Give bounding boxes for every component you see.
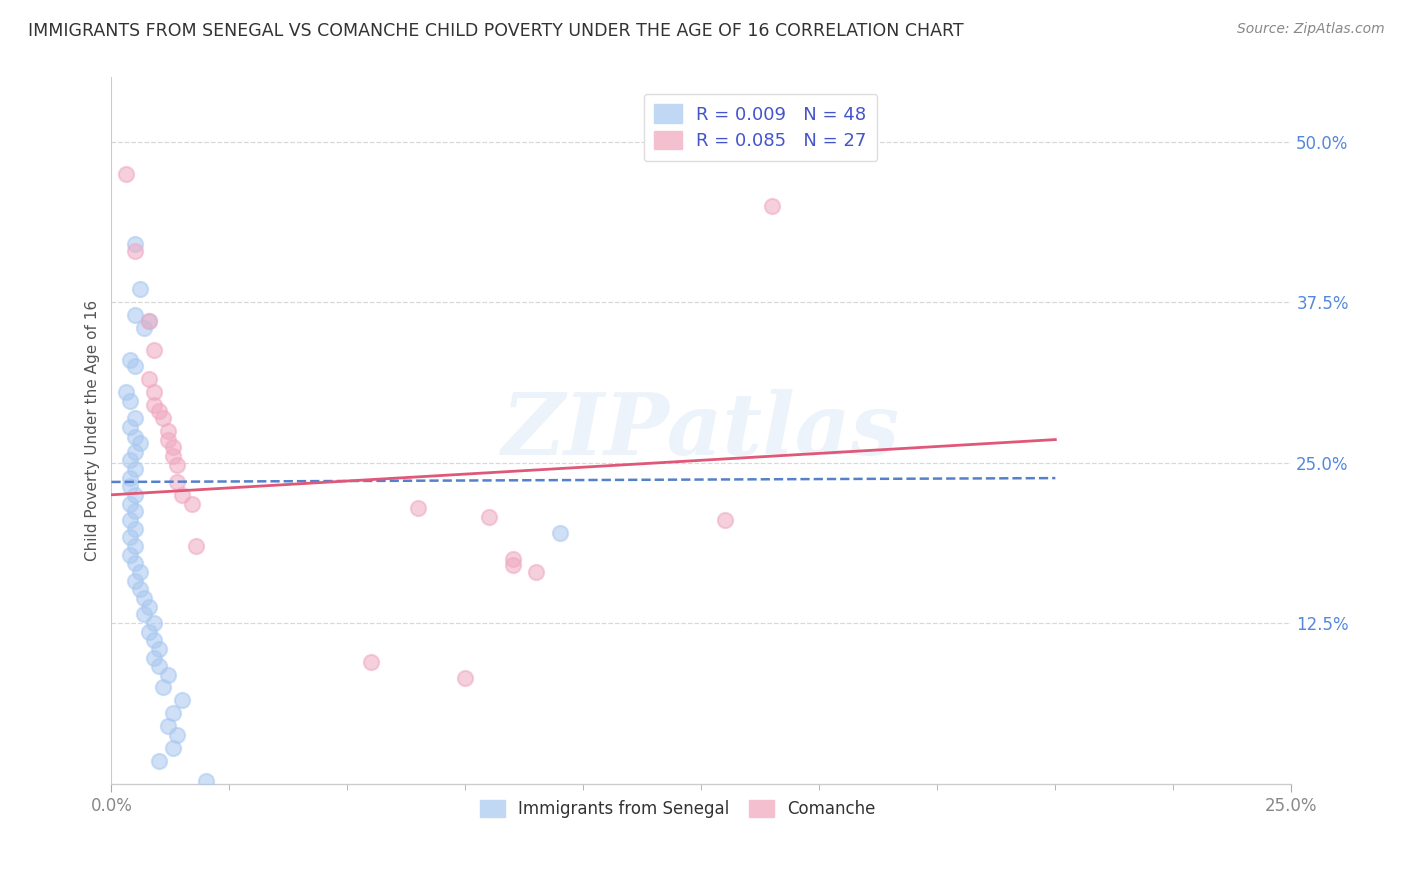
Point (162, 706, 184, 720)
Point (124, 539, 146, 553)
Point (157, 424, 180, 438)
Point (360, 655, 382, 669)
Point (148, 641, 170, 656)
Point (120, 471, 142, 485)
Point (138, 372, 160, 386)
Point (524, 565, 547, 579)
Point (162, 740, 184, 755)
Point (120, 419, 142, 434)
Point (124, 574, 146, 588)
Point (124, 445, 146, 459)
Point (138, 625, 160, 640)
Point (142, 651, 165, 665)
Point (180, 497, 202, 511)
Point (124, 237, 146, 252)
Legend: Immigrants from Senegal, Comanche: Immigrants from Senegal, Comanche (472, 793, 883, 825)
Text: ZIPatlas: ZIPatlas (502, 389, 900, 473)
Point (761, 199, 783, 213)
Point (134, 321, 156, 335)
Point (142, 385, 165, 400)
Point (166, 458, 188, 473)
Point (172, 488, 194, 502)
Point (138, 314, 160, 328)
Point (454, 672, 477, 686)
Point (128, 565, 150, 579)
Point (128, 282, 150, 296)
Point (148, 754, 170, 768)
Point (124, 504, 146, 518)
Point (148, 658, 170, 673)
Point (186, 539, 208, 553)
Point (124, 308, 146, 322)
Point (134, 607, 156, 622)
Point (124, 556, 146, 570)
Text: Source: ZipAtlas.com: Source: ZipAtlas.com (1237, 22, 1385, 37)
Text: IMMIGRANTS FROM SENEGAL VS COMANCHE CHILD POVERTY UNDER THE AGE OF 16 CORRELATIO: IMMIGRANTS FROM SENEGAL VS COMANCHE CHIL… (28, 22, 963, 40)
Point (120, 530, 142, 544)
Point (406, 500, 429, 515)
Point (502, 552, 524, 566)
Point (152, 681, 174, 695)
Point (194, 774, 217, 789)
Point (124, 462, 146, 476)
Point (114, 167, 136, 181)
Point (120, 548, 142, 562)
Point (124, 488, 146, 502)
Point (142, 632, 165, 647)
Point (142, 398, 165, 412)
Point (166, 728, 188, 742)
Point (138, 314, 160, 328)
Point (120, 353, 142, 368)
Point (148, 404, 170, 418)
Point (124, 359, 146, 374)
Point (478, 509, 501, 524)
Point (548, 526, 571, 541)
Point (172, 693, 194, 707)
Point (128, 436, 150, 450)
Point (157, 433, 180, 447)
Point (714, 513, 737, 527)
Point (124, 523, 146, 537)
Point (114, 385, 136, 400)
Point (124, 410, 146, 425)
Point (142, 343, 165, 357)
Y-axis label: Child Poverty Under the Age of 16: Child Poverty Under the Age of 16 (86, 300, 100, 561)
Point (124, 244, 146, 258)
Point (162, 450, 184, 464)
Point (502, 558, 524, 573)
Point (120, 394, 142, 409)
Point (157, 667, 180, 681)
Point (120, 497, 142, 511)
Point (157, 719, 180, 733)
Point (124, 430, 146, 444)
Point (128, 582, 150, 596)
Point (142, 616, 165, 631)
Point (120, 479, 142, 493)
Point (138, 599, 160, 614)
Point (120, 513, 142, 527)
Point (162, 440, 184, 454)
Point (134, 591, 156, 605)
Point (166, 475, 188, 489)
Point (120, 453, 142, 467)
Point (152, 410, 174, 425)
